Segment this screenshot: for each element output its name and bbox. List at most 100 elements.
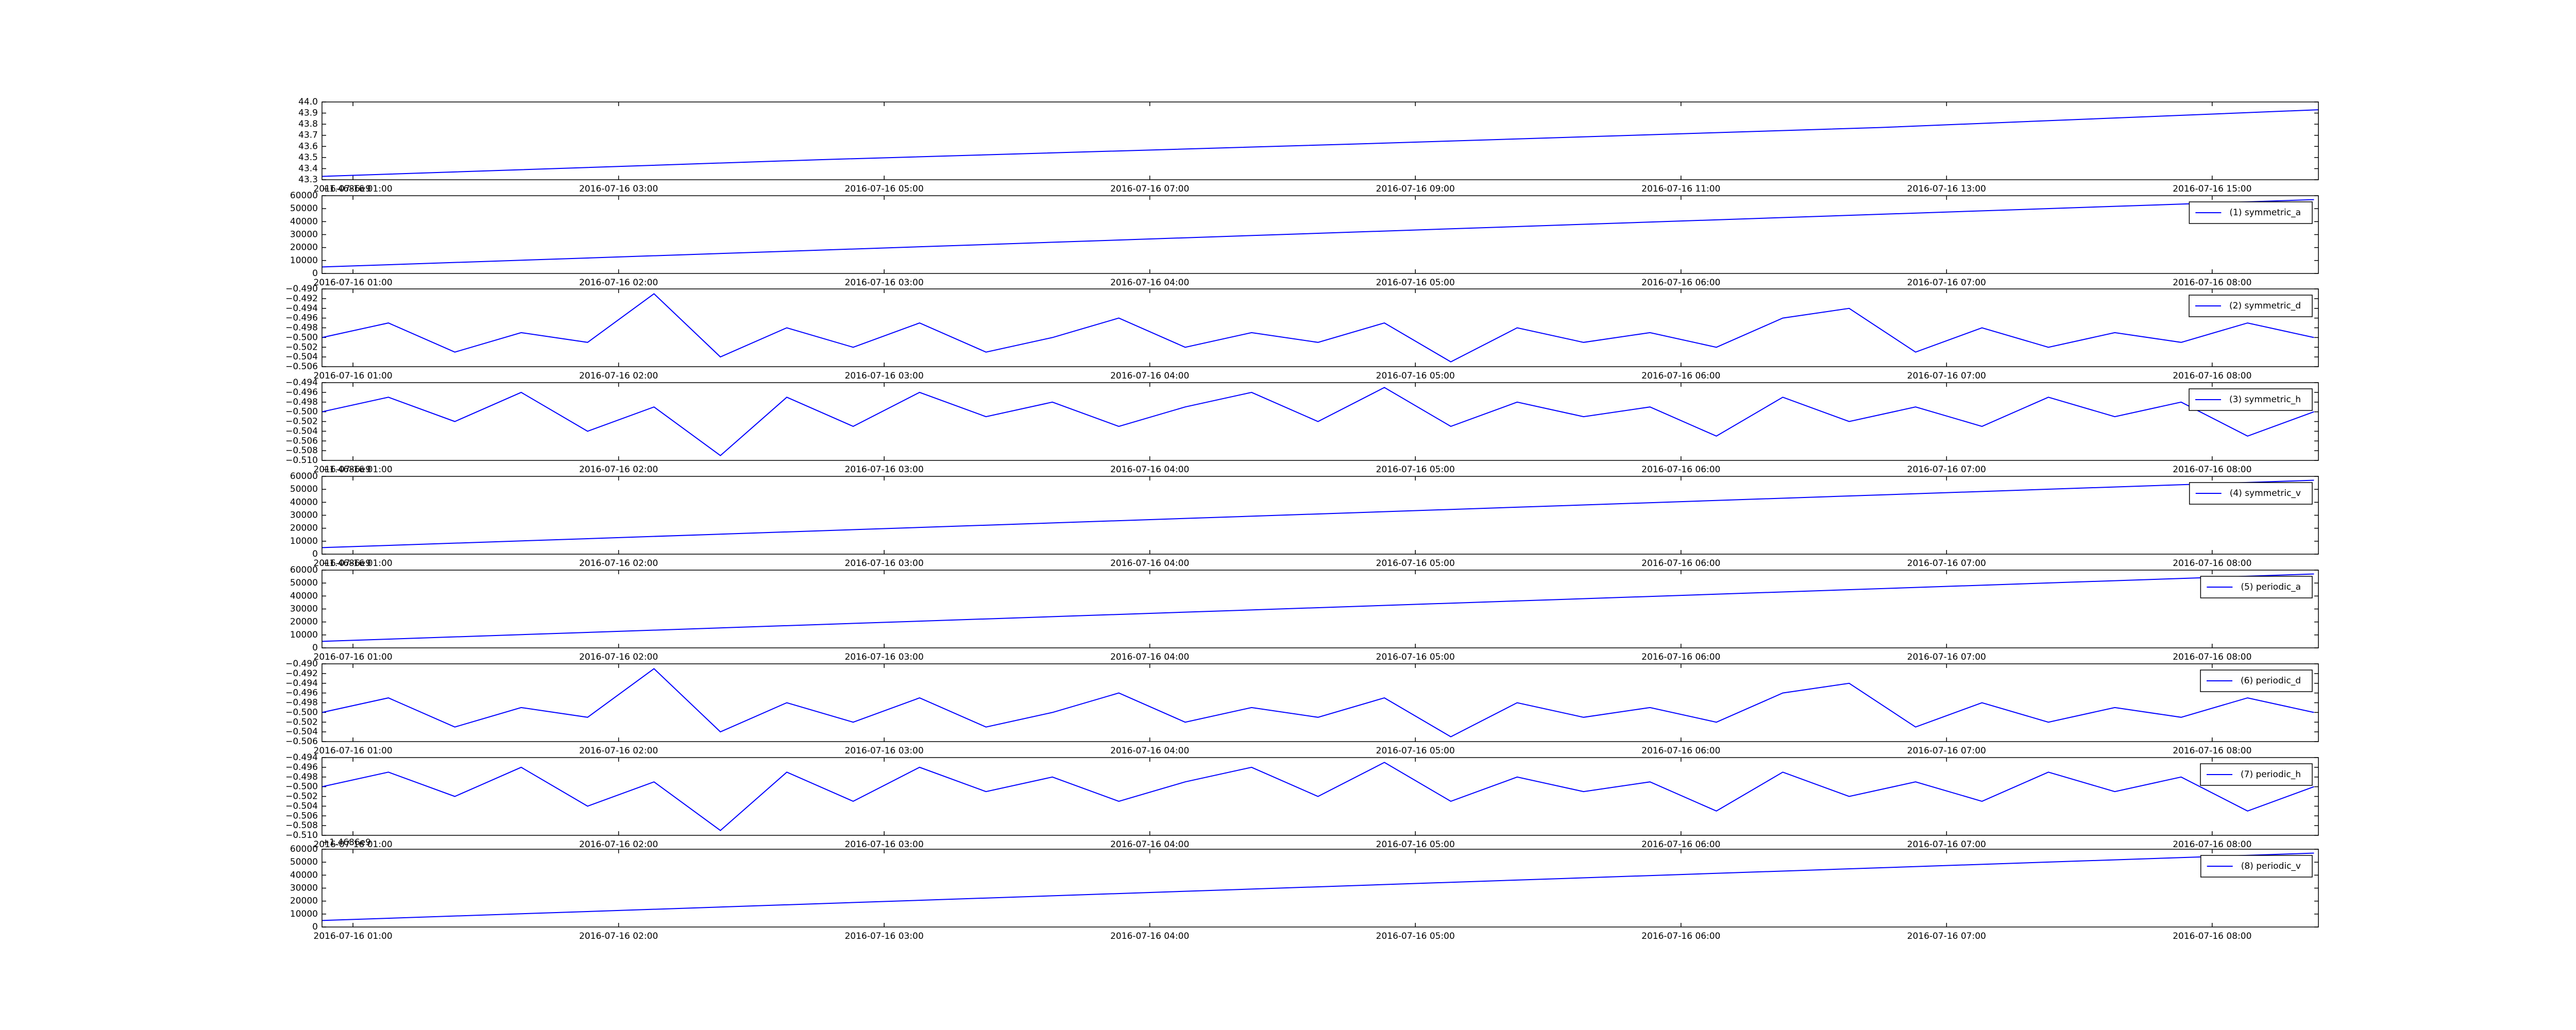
y-tick-label: −0.494 (285, 377, 318, 388)
y-tick-label: 0 (312, 643, 318, 653)
series-line (322, 199, 2314, 268)
y-tick-label: −0.500 (285, 782, 318, 792)
y-tick-label: −0.502 (285, 717, 318, 727)
axes-frame (321, 663, 2319, 742)
x-tick-label: 2016-07-16 07:00 (1907, 278, 1986, 288)
x-tick-label: 2016-07-16 01:00 (314, 558, 393, 569)
y-tick-label: 40000 (290, 216, 318, 227)
legend: (4) symmetric_v (2189, 482, 2313, 505)
x-tick-label: 2016-07-16 07:00 (1907, 465, 1986, 475)
y-tick-label: −0.502 (285, 342, 318, 352)
y-tick-label: −0.496 (285, 313, 318, 323)
y-tick-label: 60000 (290, 565, 318, 575)
x-tick-label: 2016-07-16 08:00 (2173, 558, 2251, 569)
y-tick-label: 10000 (290, 630, 318, 640)
axes-frame (321, 288, 2319, 367)
y-tick-label: 40000 (290, 497, 318, 507)
x-tick-label: 2016-07-16 05:00 (1376, 931, 1455, 941)
x-tick-label: 2016-07-16 07:00 (1907, 746, 1986, 756)
y-tick-label: −0.508 (285, 445, 318, 456)
x-tick-label: 2016-07-16 03:00 (845, 931, 924, 941)
x-tick-label: 2016-07-16 07:00 (1907, 839, 1986, 850)
legend-box (2189, 388, 2313, 411)
x-tick-label: 2016-07-16 05:00 (1376, 839, 1455, 850)
y-tick-label: 43.4 (298, 163, 318, 174)
y-tick-label: −0.508 (285, 820, 318, 831)
legend: (3) symmetric_h (2189, 388, 2313, 411)
legend: (1) symmetric_a (2189, 201, 2313, 224)
y-tick-label: −0.504 (285, 727, 318, 737)
y-tick-label: −0.502 (285, 417, 318, 427)
y-tick-label: −0.510 (285, 455, 318, 466)
y-tick-label: −0.500 (285, 407, 318, 417)
x-tick-label: 2016-07-16 08:00 (2173, 746, 2251, 756)
legend-label: (6) periodic_d (2241, 676, 2301, 686)
y-tick-label: 50000 (290, 484, 318, 494)
y-tick-label: 0 (312, 268, 318, 279)
legend: (5) periodic_a (2200, 576, 2313, 598)
x-tick-label: 2016-07-16 05:00 (1376, 465, 1455, 475)
axes-frame (321, 195, 2319, 274)
y-tick-label: −0.500 (285, 332, 318, 342)
x-tick-label: 2016-07-16 02:00 (579, 465, 658, 475)
x-tick-label: 2016-07-16 05:00 (845, 184, 924, 194)
y-tick-label: 30000 (290, 883, 318, 894)
y-tick-label: 60000 (290, 191, 318, 201)
y-tick-label: 50000 (290, 857, 318, 867)
y-tick-label: 43.8 (298, 119, 318, 129)
y-tick-label: −0.498 (285, 397, 318, 407)
x-tick-label: 2016-07-16 03:00 (845, 371, 924, 381)
y-tick-label: −0.494 (285, 303, 318, 314)
y-tick-label: −0.506 (285, 736, 318, 747)
y-tick-label: −0.490 (285, 659, 318, 669)
y-tick-label: −0.504 (285, 352, 318, 362)
y-tick-label: 20000 (290, 896, 318, 906)
y-tick-label: −0.504 (285, 426, 318, 436)
x-tick-label: 2016-07-16 02:00 (579, 558, 658, 569)
y-tick-label: −0.492 (285, 294, 318, 304)
x-tick-label: 2016-07-16 11:00 (1641, 184, 1720, 194)
y-tick-label: 10000 (290, 536, 318, 546)
x-tick-label: 2016-07-16 04:00 (1110, 278, 1189, 288)
axes-frame (321, 757, 2319, 836)
axes-frame (321, 101, 2319, 180)
y-tick-label: 44.0 (298, 97, 318, 107)
y-tick-label: 60000 (290, 471, 318, 482)
x-tick-label: 2016-07-16 02:00 (579, 278, 658, 288)
x-tick-label: 2016-07-16 13:00 (1907, 184, 1986, 194)
x-tick-label: 2016-07-16 02:00 (579, 652, 658, 662)
x-tick-label: 2016-07-16 01:00 (314, 184, 393, 194)
axes-frame (321, 476, 2319, 555)
y-tick-label: −0.492 (285, 668, 318, 679)
y-tick-label: −0.504 (285, 801, 318, 811)
y-tick-label: 43.9 (298, 108, 318, 118)
y-tick-label: −0.506 (285, 811, 318, 821)
x-tick-label: 2016-07-16 08:00 (2173, 371, 2251, 381)
legend-label: (3) symmetric_h (2229, 394, 2301, 405)
y-tick-label: 40000 (290, 870, 318, 880)
y-tick-label: −0.510 (285, 830, 318, 840)
y-tick-label: −0.500 (285, 707, 318, 717)
legend-label: (5) periodic_a (2241, 582, 2301, 592)
x-tick-label: 2016-07-16 05:00 (1376, 746, 1455, 756)
legend: (6) periodic_d (2200, 670, 2313, 692)
offset-text: +1.4686e9 (322, 558, 371, 569)
y-tick-label: −0.496 (285, 762, 318, 772)
x-tick-label: 2016-07-16 06:00 (1641, 746, 1720, 756)
y-tick-label: −0.498 (285, 698, 318, 708)
y-tick-label: 10000 (290, 909, 318, 919)
x-tick-label: 2016-07-16 04:00 (1110, 746, 1189, 756)
x-tick-label: 2016-07-16 07:00 (1907, 652, 1986, 662)
x-tick-label: 2016-07-16 04:00 (1110, 558, 1189, 569)
series-line (322, 573, 2314, 642)
y-tick-label: −0.506 (285, 362, 318, 372)
x-tick-label: 2016-07-16 02:00 (579, 839, 658, 850)
series-line (322, 852, 2314, 921)
x-tick-label: 2016-07-16 03:00 (845, 652, 924, 662)
y-tick-label: 50000 (290, 578, 318, 588)
legend-label: (4) symmetric_v (2230, 488, 2301, 499)
legend: (2) symmetric_d (2189, 295, 2313, 317)
x-tick-label: 2016-07-16 06:00 (1641, 558, 1720, 569)
y-tick-label: −0.496 (285, 688, 318, 698)
